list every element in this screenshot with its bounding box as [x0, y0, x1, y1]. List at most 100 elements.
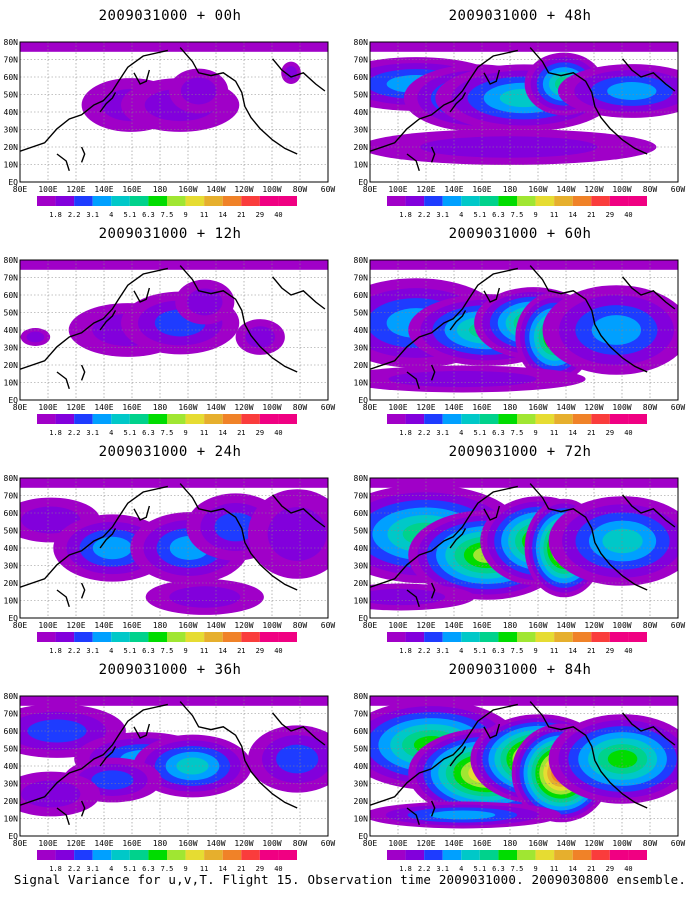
colorbar-swatch [554, 632, 573, 642]
colorbar-tick-label: 6.3 [142, 865, 155, 873]
lon-tick-label: 140E [444, 621, 463, 630]
lat-tick-label: EQ [358, 614, 368, 623]
colorbar-tick-label: 7.5 [161, 865, 174, 873]
contour-fill [214, 512, 257, 542]
colorbar-swatch [259, 196, 279, 206]
colorbar-swatch [278, 196, 297, 206]
coastline [370, 485, 518, 588]
colorbar-swatch [479, 196, 499, 206]
colorbar-swatch [111, 196, 130, 206]
colorbar-tick-label: 6.3 [492, 647, 505, 655]
lon-tick-label: 120W [584, 621, 603, 630]
colorbar-swatch [535, 632, 555, 642]
lat-tick-label: 80N [354, 256, 369, 265]
colorbar-tick-label: 14 [568, 647, 576, 655]
coastline [622, 58, 676, 92]
lon-tick-label: 140E [444, 185, 463, 194]
colorbar-tick-label: 21 [587, 429, 595, 437]
lat-tick-label: 60N [4, 727, 19, 736]
lat-tick-label: 60N [4, 291, 19, 300]
lat-tick-label: EQ [8, 396, 18, 405]
colorbar-swatch [554, 414, 573, 424]
colorbar-tick-label: 11 [550, 211, 558, 219]
colorbar-swatch [517, 414, 536, 424]
colorbar-swatch [442, 196, 462, 206]
forecast-panel-24h: 2009031000 + 24h 80N 70N 60N 50N 40N 30N 20N 10N… [0, 436, 340, 655]
colorbar-swatch [74, 196, 93, 206]
colorbar-tick-label: 21 [587, 211, 595, 219]
colorbar-tick-label: 1.8 [49, 211, 62, 219]
forecast-panel-36h: 2009031000 + 36h 80N 70N 60N 50N 40N 30N 20N 10N… [0, 654, 340, 873]
colorbar-swatch [461, 196, 480, 206]
colorbar-swatch [167, 414, 186, 424]
lon-tick-label: 140E [94, 621, 113, 630]
coastline [406, 153, 420, 172]
coastline [622, 712, 676, 746]
colorbar-swatch [148, 850, 167, 860]
lat-tick-label: EQ [358, 178, 368, 187]
coastline [133, 505, 151, 521]
coastline [56, 807, 70, 826]
colorbar-swatch [387, 196, 406, 206]
coastline [272, 494, 326, 528]
colorbar-swatch [535, 196, 555, 206]
colorbar-swatch [37, 632, 56, 642]
colorbar-tick-label: 5.1 [474, 865, 487, 873]
colorbar-swatch [37, 196, 56, 206]
colorbar-swatch [278, 850, 297, 860]
lon-tick-label: 120W [234, 839, 253, 848]
colorbar-swatch [74, 632, 93, 642]
lat-tick-label: 80N [354, 692, 369, 701]
contour-fill [267, 507, 327, 561]
lon-tick-label: 100E [38, 403, 57, 412]
lat-tick-label: EQ [8, 178, 18, 187]
lon-tick-label: 140E [94, 185, 113, 194]
colorbar-tick-label: 2.2 [68, 865, 81, 873]
lon-tick-label: 60W [671, 839, 686, 848]
lon-tick-label: 100E [388, 621, 407, 630]
panel-title: 2009031000 + 12h [98, 226, 242, 242]
colorbar-swatch [405, 632, 425, 642]
coastline [272, 712, 326, 746]
lon-tick-label: 100E [38, 839, 57, 848]
lat-tick-label: 70N [4, 710, 19, 719]
lon-tick-label: 120E [66, 403, 85, 412]
coastline [529, 701, 648, 809]
colorbar-swatch [278, 632, 297, 642]
lon-tick-label: 100W [612, 403, 631, 412]
colorbar-swatch [148, 414, 167, 424]
coastline [179, 701, 298, 809]
lon-tick-label: 180 [153, 839, 168, 848]
forecast-panel-72h: 2009031000 + 72h 80N 70N 60N 50N 40N 30N 20N 10N… [350, 436, 690, 655]
colorbar-swatch [92, 850, 112, 860]
colorbar: 1.8 2.2 3.1 4 5.1 6.3 7.5 9 11 14 21 29 40 [37, 632, 297, 655]
coastline [483, 505, 501, 521]
coastline [80, 582, 86, 599]
colorbar-tick-label: 40 [624, 429, 632, 437]
colorbar-tick-label: 21 [587, 865, 595, 873]
colorbar: 1.8 2.2 3.1 4 5.1 6.3 7.5 9 11 14 21 29 40 [37, 850, 297, 873]
colorbar-tick-label: 4 [109, 865, 113, 873]
contour-fill [419, 136, 598, 158]
colorbar-swatch [479, 414, 499, 424]
colorbar-tick-label: 11 [550, 865, 558, 873]
lon-tick-label: 180 [503, 185, 518, 194]
lon-tick-label: 140W [556, 403, 575, 412]
lon-tick-label: 140E [94, 839, 113, 848]
colorbar-tick-label: 21 [237, 211, 245, 219]
colorbar-tick-label: 14 [218, 647, 226, 655]
lon-tick-label: 180 [503, 839, 518, 848]
lon-tick-label: 80W [293, 185, 308, 194]
colorbar-swatch [424, 196, 443, 206]
lon-tick-label: 100E [38, 185, 57, 194]
colorbar-tick-label: 5.1 [124, 429, 137, 437]
lat-tick-label: 30N [354, 344, 369, 353]
colorbar-swatch [241, 850, 260, 860]
colorbar-swatch [111, 414, 130, 424]
colorbar-tick-label: 29 [606, 865, 614, 873]
contour-fill [429, 810, 496, 820]
colorbar-swatch [55, 850, 75, 860]
